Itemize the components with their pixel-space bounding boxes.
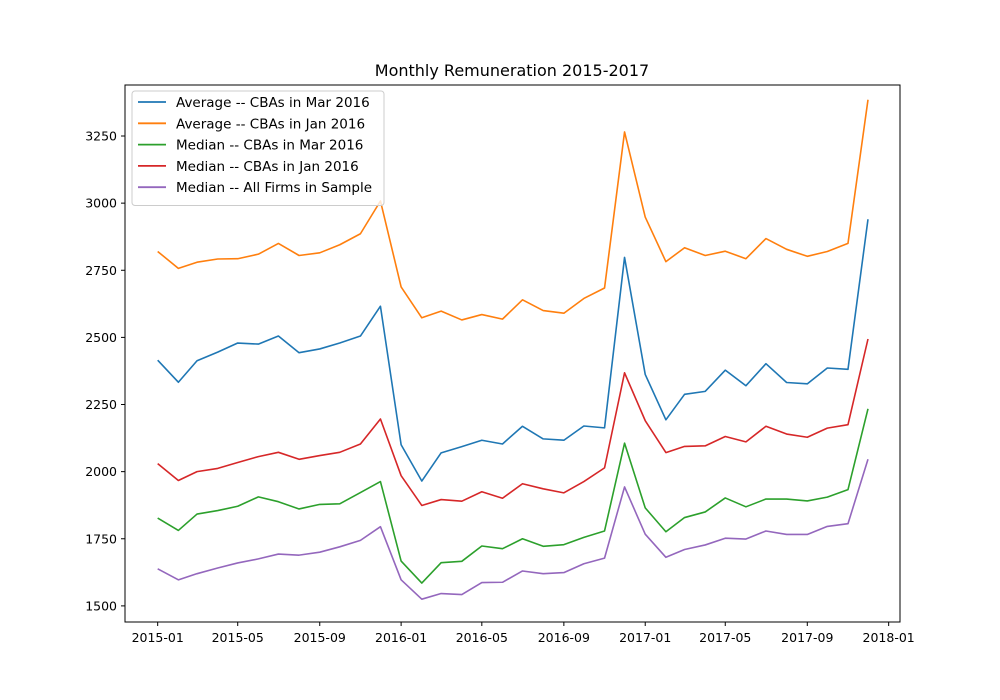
legend-box [131,90,385,206]
y-tick-label: 2500 [85,330,117,345]
legend-label-0: Average -- CBAs in Mar 2016 [176,95,370,111]
x-tick-label: 2015-01 [132,630,184,645]
legend-label-4: Median -- All Firms in Sample [176,180,372,196]
series-line-1 [157,99,869,321]
y-tick-label: 1750 [85,531,117,546]
legend: Average -- CBAs in Mar 2016 Average -- CB… [131,90,385,206]
x-tick-label: 2016-09 [538,630,590,645]
legend-label-3: Median -- CBAs in Jan 2016 [176,159,359,175]
y-tick-label: 3250 [85,129,117,144]
x-tick-label: 2018-01 [863,630,915,645]
y-tick-label: 2000 [85,464,117,479]
y-tick-label: 2250 [85,397,117,412]
x-tick-label: 2016-01 [375,630,427,645]
series-line-3 [157,338,869,507]
legend-label-2: Median -- CBAs in Mar 2016 [176,138,363,154]
axes: 2015-01 2015-05 2015-09 2016-01 2016-05 2016-… [85,84,915,645]
legend-label-1: Average -- CBAs in Jan 2016 [176,116,365,132]
plot-area [157,99,869,600]
x-tick-label: 2015-09 [294,630,346,645]
plot-frame [124,84,901,623]
y-tick-label: 3000 [85,196,117,211]
series-line-0 [157,219,869,482]
x-tick-label: 2017-01 [619,630,671,645]
y-tick-label: 2750 [85,263,117,278]
y-tick-label: 1500 [85,598,117,613]
x-tick-label: 2017-09 [781,630,833,645]
series-line-4 [157,459,869,600]
chart-title: Monthly Remuneration 2015-2017 [375,61,649,80]
series-line-2 [157,408,869,584]
x-tick-label: 2017-05 [699,630,751,645]
x-tick-label: 2015-05 [212,630,264,645]
x-tick-label: 2016-05 [456,630,508,645]
